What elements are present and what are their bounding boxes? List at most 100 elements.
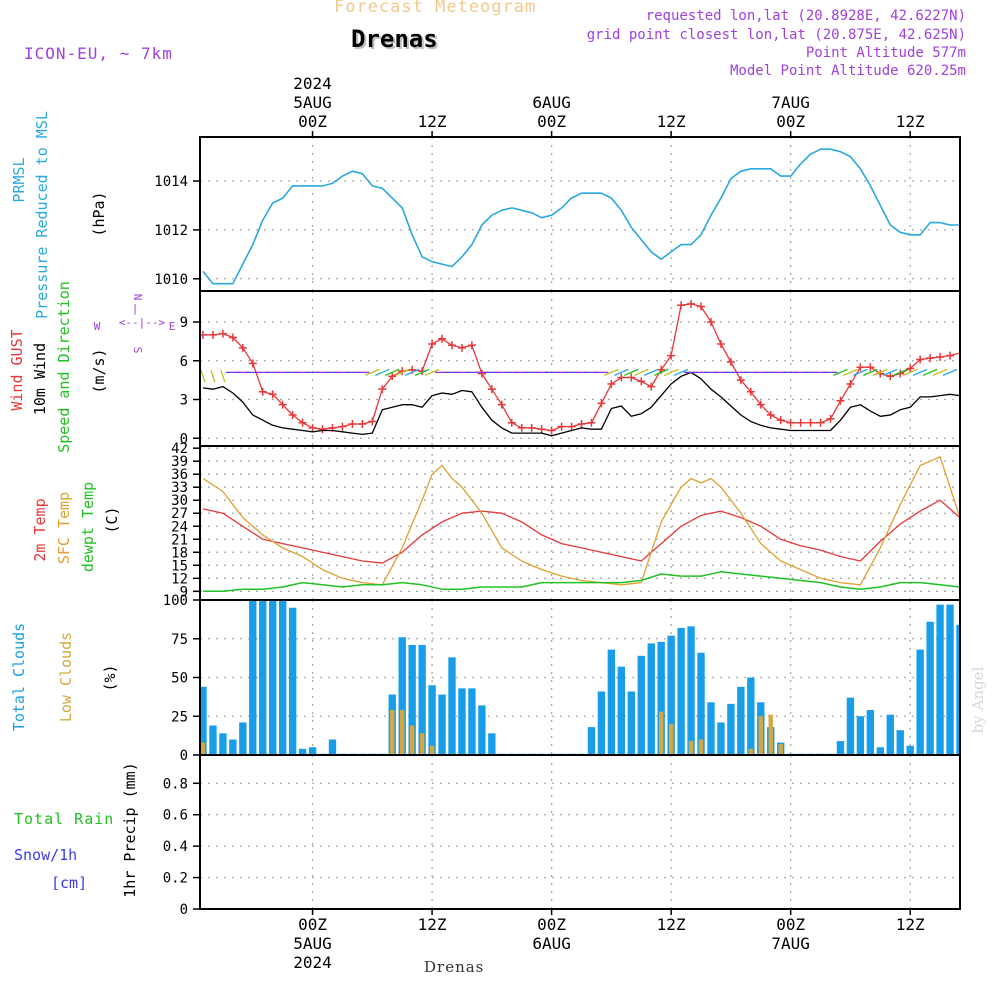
wind-gust-marker [448,341,457,350]
wind-gust-marker [936,352,945,361]
wind-direction-arrow [673,368,689,376]
pressure-sublabel: Pressure Reduced to MSL [33,111,51,319]
wind-10m-line [202,371,961,437]
y-tick-label-wind: 3 [180,393,188,409]
panel-frame-precipitation [199,754,961,910]
total-clouds-bar [956,624,960,755]
x-tick-label-top: 12Z [896,112,925,131]
total-clouds-bar [288,607,297,755]
panel-frames [193,131,961,915]
total-clouds-bar [398,637,406,755]
wind-gust-marker [667,351,676,360]
wind-direction-arrow [663,368,679,376]
wind-gust-marker [647,382,656,391]
compass-east: E [169,320,176,333]
precip-unit: 1hr Precip (mm) [121,762,139,897]
x-tick-label-bottom: 00Z [537,915,566,934]
wind-direction-label: Speed and Direction [55,281,73,453]
y-tick-label-wind: 9 [180,315,188,331]
total-clouds-bar [438,694,446,755]
x-tick-label-bottom: 5AUG [293,934,332,953]
total-rain-label: Total Rain [14,810,114,828]
wind-gust-marker [597,399,606,408]
total-clouds-bar [488,733,496,755]
requested-coords: requested lon,lat (20.8928E, 42.6227N) [645,8,966,24]
wind-gust-marker [866,363,875,372]
wind-gust-marker [796,418,805,427]
y-tick-label-temperature: 9 [180,584,188,600]
total-clouds-bar [249,600,257,755]
temp-sfc-label: SFC Temp [55,492,73,564]
y-tick-label-temperature: 27 [171,506,188,522]
total-clouds-bar [219,733,227,755]
total-clouds-label: Total Clouds [10,623,28,731]
wind-gust-marker [826,414,835,423]
wind-gust-marker [308,423,317,432]
wind-direction-arrow [653,368,669,376]
wind-10m-label: 10m Wind [31,343,49,415]
total-clouds-bar [448,657,456,755]
total-clouds-bar [418,644,426,755]
low-clouds-bar [409,725,415,755]
y-tick-label-temperature: 36 [171,467,188,483]
wind-gust-marker [577,420,586,429]
wind-gust-marker [886,372,895,381]
total-clouds-bar [597,691,606,755]
x-tick-label-bottom: 12Z [657,915,686,934]
total-clouds-bar [866,710,875,755]
wind-direction-arrow [210,370,216,383]
total-clouds-bar [936,604,944,755]
compass-west: W [94,320,101,333]
pressure-label: PRMSL [10,157,28,202]
y-tick-label-clouds: 0 [180,748,188,764]
wind-gust-marker [856,363,865,372]
total-clouds-bar [836,741,845,755]
total-clouds-bar [906,745,914,755]
total-clouds-bar [697,652,705,755]
wind-gust-marker [527,423,536,432]
total-clouds-bar [846,697,855,755]
meteogram-title: Forecast Meteogram [334,0,537,17]
wind-gust-marker [258,387,267,396]
wind-gust-marker [776,416,785,425]
low-clouds-bar [748,748,754,755]
wind-gust-marker [946,351,955,360]
x-tick-label-top: 00Z [298,112,327,131]
compass-horizontal: <--|--> [119,316,166,329]
y-tick-label-wind: 0 [180,431,188,447]
x-tick-label-bottom: 2024 [293,953,332,972]
total-clouds-bar [239,722,247,755]
wind-direction-arrow [375,368,390,376]
total-clouds-bar [200,686,207,755]
wind-direction-arrow [853,368,868,376]
wind-gust-marker [547,426,556,435]
wind-gust-marker [288,411,297,419]
y-tick-label-clouds: 50 [171,671,188,687]
x-tick-label-bottom: 00Z [298,915,327,934]
y-tick-label-temperature: 30 [171,493,188,509]
wind-gust-marker [268,390,277,399]
wind-gust-marker [846,380,855,388]
x-tick-label-top: 7AUG [771,93,810,112]
x-tick-label-bottom: 6AUG [532,934,571,953]
watermark: by Angel [969,666,987,733]
wind-gust-marker [766,411,775,419]
total-clouds-bar [856,716,865,755]
total-clouds-bar [747,677,755,755]
total-clouds-bar [657,641,665,755]
x-tick-label-top: 00Z [776,112,805,131]
x-tick-label-bottom: 12Z [896,915,925,934]
total-clouds-bar [607,649,616,755]
low-clouds-bar [390,710,395,755]
x-tick-label-top: 2024 [293,74,332,93]
wind-gust-marker [716,339,725,348]
wind-gust-marker [697,302,706,311]
wind-gust-marker [926,354,935,363]
y-tick-label-clouds: 25 [171,709,188,725]
location-title: Drenas [351,25,438,53]
wind-gust-marker [627,373,636,382]
wind-gust-marker [637,377,646,386]
wind-gust-marker [438,334,447,343]
total-clouds-bar [737,686,745,755]
